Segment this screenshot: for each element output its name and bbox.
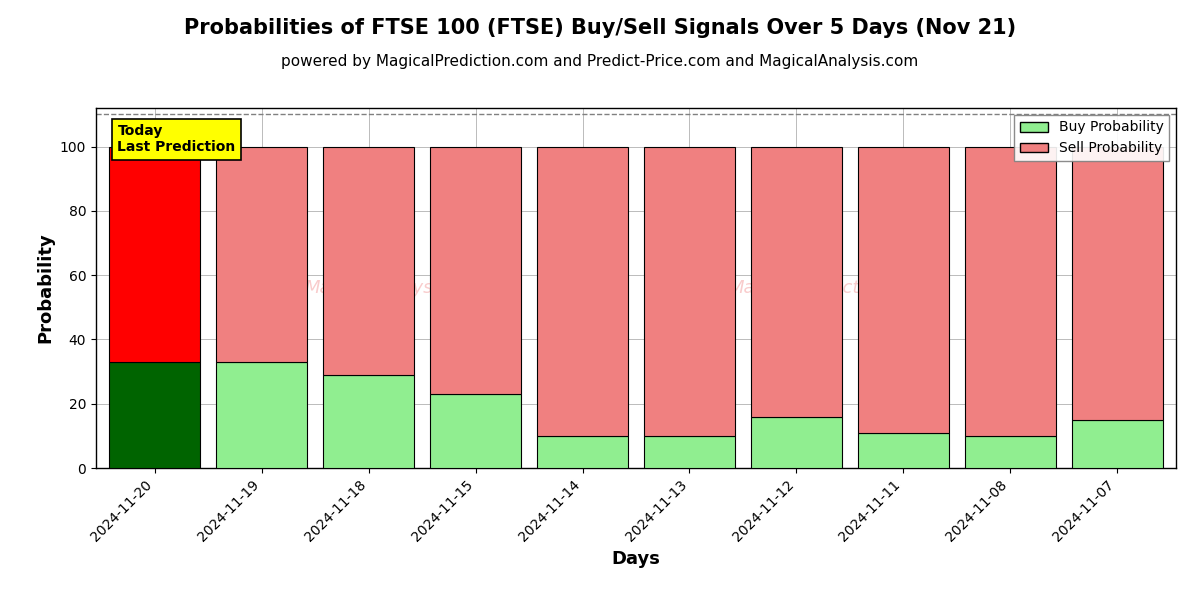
Text: Probabilities of FTSE 100 (FTSE) Buy/Sell Signals Over 5 Days (Nov 21): Probabilities of FTSE 100 (FTSE) Buy/Sel… [184, 18, 1016, 38]
Bar [644, 146, 734, 436]
Bar [644, 436, 734, 468]
Bar [965, 436, 1056, 468]
Bar [1072, 420, 1163, 468]
Bar [751, 146, 842, 416]
Bar [430, 146, 521, 394]
Bar [216, 146, 307, 362]
Text: MagicalPrediction.com: MagicalPrediction.com [728, 279, 932, 297]
Bar [1072, 146, 1163, 420]
Text: powered by MagicalPrediction.com and Predict-Price.com and MagicalAnalysis.com: powered by MagicalPrediction.com and Pre… [281, 54, 919, 69]
Bar [323, 146, 414, 375]
Bar [216, 362, 307, 468]
Bar [858, 146, 949, 433]
Bar [858, 433, 949, 468]
Bar [751, 416, 842, 468]
Y-axis label: Probability: Probability [36, 233, 54, 343]
Bar [109, 146, 200, 362]
Bar [965, 146, 1056, 436]
Text: Today
Last Prediction: Today Last Prediction [118, 124, 235, 154]
Bar [430, 394, 521, 468]
Bar [109, 362, 200, 468]
Text: MagicalAnalysis.com: MagicalAnalysis.com [305, 279, 492, 297]
X-axis label: Days: Days [612, 550, 660, 568]
Bar [538, 436, 628, 468]
Legend: Buy Probability, Sell Probability: Buy Probability, Sell Probability [1014, 115, 1169, 161]
Bar [323, 375, 414, 468]
Bar [538, 146, 628, 436]
